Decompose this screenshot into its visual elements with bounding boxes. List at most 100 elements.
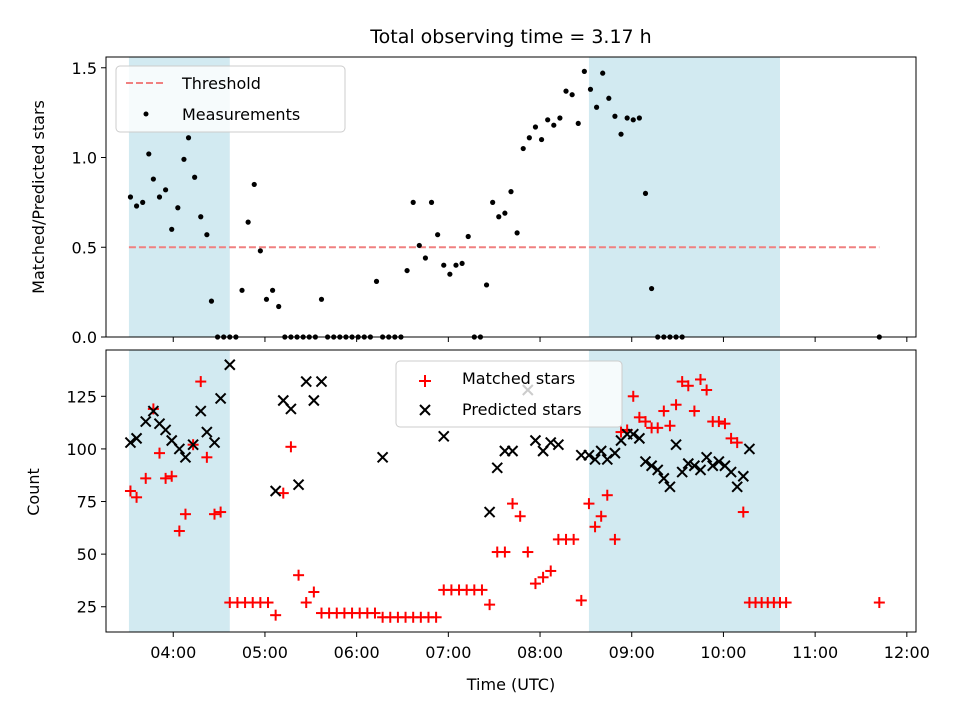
predicted-point-20 xyxy=(308,394,320,407)
matched-point-41 xyxy=(430,611,442,623)
matched-point-13 xyxy=(215,506,227,518)
matched-point-61 xyxy=(583,498,595,510)
matched-point-21 xyxy=(277,487,289,499)
measurement-point-59 xyxy=(483,282,490,288)
predicted-point-8 xyxy=(179,451,192,464)
predicted-point-21 xyxy=(315,375,328,388)
measurement-point-56 xyxy=(465,233,471,240)
predicted-point-31 xyxy=(545,436,557,449)
measurement-point-24 xyxy=(269,287,276,293)
matched-point-19 xyxy=(262,597,274,609)
matched-point-69 xyxy=(633,411,645,423)
bottom-y-axis-label: Count xyxy=(24,468,43,516)
measurement-point-55 xyxy=(459,260,465,267)
measurement-point-83 xyxy=(630,117,636,123)
figure-title: Total observing time = 3.17 h xyxy=(369,26,651,48)
matched-stars-points xyxy=(124,373,885,623)
measurement-point-65 xyxy=(520,145,526,152)
predicted-point-15 xyxy=(269,485,282,497)
measurement-point-14 xyxy=(208,298,215,304)
bottom-shaded-span-0 xyxy=(128,350,230,632)
predicted-point-14 xyxy=(224,359,236,371)
predicted-point-43 xyxy=(639,455,652,468)
matched-point-85 xyxy=(731,437,743,449)
predicted-point-60 xyxy=(743,443,756,455)
measurement-point-70 xyxy=(551,122,557,128)
predicted-point-53 xyxy=(700,451,713,464)
measurement-point-4 xyxy=(150,176,156,182)
predicted-point-45 xyxy=(652,464,664,476)
top-legend-box xyxy=(115,65,346,133)
predicted-point-17 xyxy=(285,403,297,415)
measurement-point-1 xyxy=(133,203,140,209)
predicted-point-51 xyxy=(688,460,701,472)
measurement-point-3 xyxy=(146,151,152,157)
top-ytick-label-0: 0.0 xyxy=(72,328,97,347)
predicted-point-9 xyxy=(187,438,199,451)
top-measurement-points xyxy=(127,68,882,340)
predicted-point-44 xyxy=(645,460,658,472)
measurement-point-47 xyxy=(410,199,416,205)
matched-point-79 xyxy=(695,373,707,385)
predicted-stars-points xyxy=(124,359,756,518)
predicted-point-42 xyxy=(633,432,646,445)
predicted-point-52 xyxy=(694,464,707,476)
predicted-point-59 xyxy=(737,470,750,482)
measurement-point-49 xyxy=(422,255,429,261)
matched-point-77 xyxy=(682,380,694,392)
matched-point-59 xyxy=(568,533,580,545)
matched-point-48 xyxy=(484,599,496,611)
predicted-point-24 xyxy=(483,506,496,518)
predicted-point-7 xyxy=(173,443,186,455)
matched-legend-label: Matched stars xyxy=(462,369,575,388)
measurement-point-10 xyxy=(185,135,192,141)
measurement-point-66 xyxy=(526,135,532,141)
measurement-point-2 xyxy=(140,199,146,205)
matched-point-0 xyxy=(124,485,136,497)
predicted-point-3 xyxy=(147,405,160,417)
bottom-ytick-label-2: 75 xyxy=(77,493,97,512)
measurement-point-52 xyxy=(441,262,447,268)
measurement-point-79 xyxy=(606,95,612,101)
predicted-point-18 xyxy=(292,478,305,491)
predicted-point-46 xyxy=(658,472,670,485)
measurement-point-84 xyxy=(636,115,642,121)
top-panel: 0.0 0.5 1.0 1.5 Matched/Predicted stars Thr… xyxy=(29,56,917,347)
matched-point-24 xyxy=(300,597,312,609)
matched-point-55 xyxy=(537,571,549,583)
predicted-point-48 xyxy=(670,438,682,451)
measurement-point-78 xyxy=(600,70,606,76)
measurement-point-46 xyxy=(404,267,410,274)
matched-point-82 xyxy=(713,416,725,428)
predicted-point-38 xyxy=(609,447,621,459)
measurement-point-51 xyxy=(435,232,441,238)
matched-point-4 xyxy=(153,447,165,459)
measurement-point-22 xyxy=(257,248,263,254)
measurement-point-67 xyxy=(532,124,539,130)
predicted-point-36 xyxy=(595,445,607,457)
measurement-point-0 xyxy=(127,194,134,200)
xtick-label-4: 08:00 xyxy=(517,643,563,662)
top-x-ticks xyxy=(172,337,908,342)
matched-point-75 xyxy=(670,399,682,411)
bottom-ytick-label-4: 125 xyxy=(66,387,97,406)
matched-point-7 xyxy=(173,525,185,537)
top-y-axis: 0.0 0.5 1.0 1.5 xyxy=(72,59,106,347)
xtick-label-2: 06:00 xyxy=(334,643,380,662)
predicted-point-54 xyxy=(707,460,719,472)
bottom-ytick-label-1: 50 xyxy=(77,545,97,564)
measurement-point-12 xyxy=(198,214,204,220)
xtick-label-6: 10:00 xyxy=(700,643,746,662)
bottom-x-axis: 04:00 05:00 06:00 07:00 08:00 09:00 10:00 11:00… xyxy=(150,632,930,662)
predicted-point-58 xyxy=(731,481,743,493)
measurement-point-41 xyxy=(373,278,380,284)
measurement-point-62 xyxy=(502,210,508,216)
predicted-point-55 xyxy=(713,455,725,468)
top-ytick-label-2: 1.0 xyxy=(72,149,97,168)
predicted-legend-label: Predicted stars xyxy=(462,400,582,419)
matched-point-11 xyxy=(201,451,213,463)
predicted-point-34 xyxy=(583,449,595,461)
matched-point-93 xyxy=(780,597,792,609)
matched-point-56 xyxy=(545,565,557,577)
matched-point-70 xyxy=(639,416,651,428)
